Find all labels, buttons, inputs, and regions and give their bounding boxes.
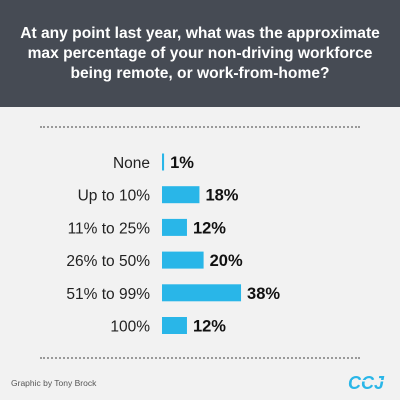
bottom-dotted-divider: [40, 357, 360, 359]
value-label: 18%: [205, 187, 238, 205]
bar: [162, 284, 242, 302]
category-label: 26% to 50%: [66, 253, 150, 270]
bar: [162, 317, 187, 334]
category-label: 11% to 25%: [68, 220, 151, 237]
bar: [162, 251, 204, 269]
category-label: 51% to 99%: [66, 286, 150, 303]
graphic-credit: Graphic by Tony Brock: [11, 378, 97, 388]
bar: [162, 153, 165, 171]
ccj-logo-text: CCJ: [348, 373, 385, 393]
category-label: 100%: [110, 319, 150, 336]
bar: [162, 186, 200, 204]
category-label: Up to 10%: [78, 188, 151, 205]
category-label: None: [113, 155, 150, 172]
value-label: 38%: [247, 285, 280, 303]
value-label: 12%: [193, 318, 226, 336]
chart-title: At any point last year, what was the app…: [20, 24, 380, 82]
value-label: 1%: [170, 154, 194, 172]
bar: [162, 218, 187, 236]
top-dotted-divider: [40, 126, 360, 128]
chart-header: At any point last year, what was the app…: [0, 0, 400, 107]
ccj-logo: CCJ: [348, 373, 386, 393]
value-label: 12%: [193, 219, 226, 237]
value-label: 20%: [210, 252, 243, 270]
